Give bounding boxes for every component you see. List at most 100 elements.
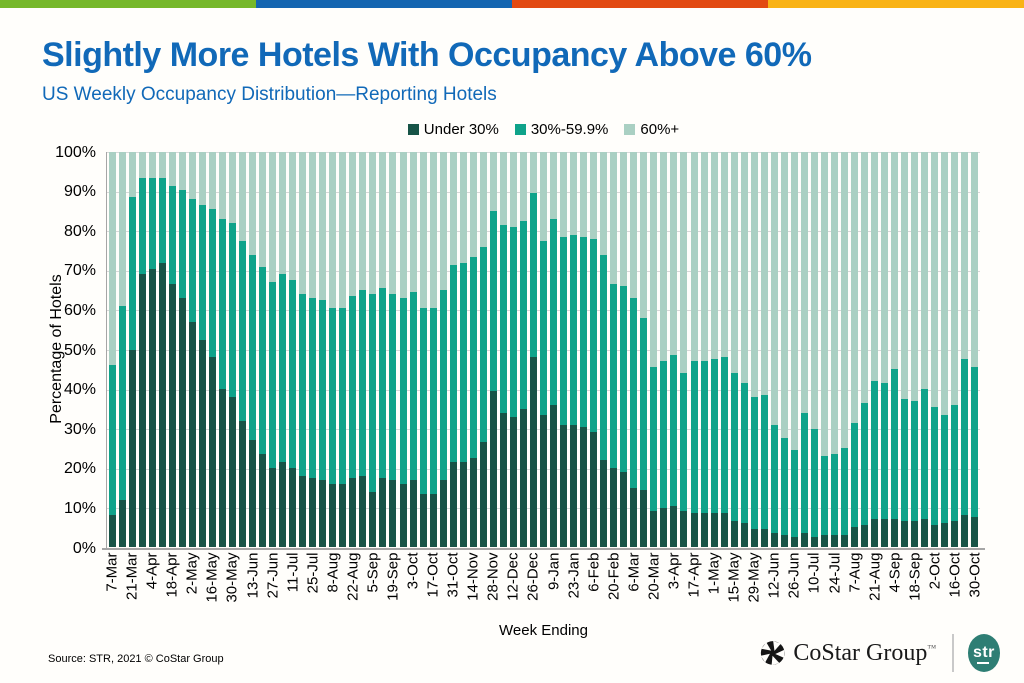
bar-week-26-Jun — [790, 152, 798, 547]
bar-segment — [951, 521, 959, 547]
bar-segment — [881, 152, 889, 384]
bar-week-25-Sep — [921, 152, 929, 547]
x-tick-label: 17-Apr — [685, 552, 703, 598]
legend-item-under-30: Under 30% — [407, 121, 499, 138]
trademark-symbol: ™ — [927, 642, 937, 653]
legend-label-30-59: 30%-59.9% — [530, 121, 609, 138]
bar-segment — [469, 458, 477, 547]
bar-segment — [249, 254, 256, 441]
x-tick-label: 12-Dec — [504, 552, 522, 601]
bar-week-17-Apr — [690, 151, 698, 547]
bar-week-4-Apr — [148, 151, 156, 547]
bar-segment — [259, 152, 267, 267]
y-tick-label: 70% — [63, 262, 96, 280]
bar-segment — [249, 152, 256, 255]
y-tick-label: 0% — [72, 539, 96, 557]
bar-week-19-Jun — [780, 152, 788, 547]
bar-segment — [770, 151, 778, 425]
bar-segment — [550, 219, 558, 405]
bar-week-29-Aug — [359, 152, 367, 547]
bar-segment — [399, 152, 407, 299]
bar-week-24-Oct — [439, 152, 447, 547]
x-tick-label: 23-Jan — [565, 552, 583, 599]
bar-segment — [128, 152, 136, 198]
bar-segment — [409, 479, 417, 547]
bar-week-28-Nov — [489, 151, 497, 547]
bar-segment — [931, 525, 939, 547]
bar-week-25-Jul — [309, 152, 317, 547]
bar-segment — [750, 152, 758, 397]
bar-week-14-Aug — [861, 151, 869, 547]
legend-item-30-59: 30%-59.9% — [514, 121, 609, 138]
bar-segment — [369, 491, 377, 547]
x-tick-label: 2-Oct — [926, 552, 944, 590]
bar-segment — [148, 177, 156, 269]
bar-segment — [921, 389, 929, 520]
bar-segment — [289, 280, 297, 468]
x-tick-label: 3-Apr — [665, 552, 683, 590]
bar-segment — [640, 152, 648, 318]
bar-week-16-May — [208, 152, 216, 547]
bar-segment — [319, 300, 327, 480]
bar-segment — [891, 152, 899, 370]
bar-week-9-Jan — [550, 152, 558, 547]
bar-segment — [861, 151, 869, 403]
bar-week-2-May — [188, 152, 196, 547]
bar-week-6-Jun — [238, 152, 246, 547]
bar-segment — [108, 515, 116, 547]
bar-week-15-May — [730, 152, 738, 547]
bar-segment — [640, 317, 648, 490]
accent-stripe-green — [0, 0, 256, 8]
bar-week-30-Jan — [580, 152, 588, 547]
bar-segment — [800, 533, 808, 547]
bar-week-3-Oct — [409, 152, 417, 547]
bar-week-21-Nov — [479, 152, 487, 547]
bar-segment — [851, 527, 859, 547]
y-tick-label: 40% — [63, 381, 96, 399]
x-tick-label: 18-Sep — [906, 552, 924, 601]
bar-segment — [138, 274, 146, 547]
bar-segment — [168, 185, 176, 285]
bar-segment — [108, 152, 116, 366]
bar-segment — [469, 152, 477, 257]
bar-segment — [891, 519, 899, 547]
bar-week-16-Oct — [951, 152, 959, 547]
bar-segment — [700, 151, 708, 362]
bar-segment — [620, 152, 628, 287]
bar-segment — [720, 151, 728, 358]
bar-segment — [499, 412, 507, 547]
bar-segment — [901, 398, 909, 522]
bar-week-9-May — [198, 152, 206, 547]
bar-segment — [911, 400, 919, 522]
bar-segment — [560, 424, 568, 547]
bar-segment — [118, 499, 126, 547]
bar-segment — [319, 479, 327, 547]
x-tick-label: 4-Sep — [886, 552, 904, 593]
bar-week-6-Feb — [590, 152, 598, 547]
bar-segment — [429, 308, 437, 494]
x-tick-label: 27-Jun — [264, 552, 282, 599]
y-tick-label: 20% — [63, 460, 96, 478]
bar-segment — [329, 152, 337, 309]
bar-segment — [228, 152, 236, 224]
bar-segment — [931, 406, 939, 526]
bar-segment — [369, 294, 377, 492]
bar-segment — [198, 339, 206, 547]
bar-segment — [690, 151, 698, 362]
bar-segment — [690, 361, 698, 514]
bar-segment — [419, 493, 427, 547]
bar-segment — [349, 152, 357, 297]
bar-segment — [971, 152, 979, 368]
bar-segment — [820, 456, 828, 536]
bar-segment — [309, 477, 317, 547]
y-axis-line — [106, 152, 107, 549]
bar-segment — [630, 298, 638, 488]
bar-segment — [198, 152, 206, 206]
bar-segment — [459, 262, 467, 463]
bar-segment — [419, 308, 427, 494]
bar-segment — [620, 471, 628, 547]
bar-segment — [931, 152, 939, 407]
y-tick-label: 80% — [63, 222, 96, 240]
bar-segment — [720, 357, 728, 514]
bar-segment — [409, 292, 417, 480]
